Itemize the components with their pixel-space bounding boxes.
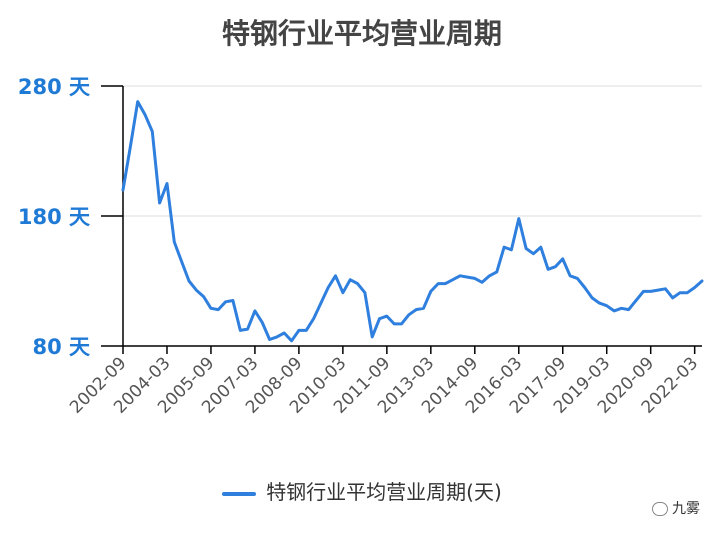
y-tick-label: 80 天 <box>32 335 91 359</box>
watermark: 九雾 <box>652 498 700 518</box>
legend-swatch <box>222 491 257 496</box>
chart-title: 特钢行业平均营业周期 <box>221 17 502 50</box>
watermark-text: 九雾 <box>672 501 700 517</box>
legend-label: 特钢行业平均营业周期(天) <box>266 480 502 504</box>
series-line <box>121 100 704 343</box>
legend[interactable]: 特钢行业平均营业周期(天) <box>0 476 724 505</box>
y-tick-label: 180 天 <box>18 205 91 229</box>
wechat-icon <box>652 502 668 516</box>
y-tick-label: 280 天 <box>18 75 91 99</box>
